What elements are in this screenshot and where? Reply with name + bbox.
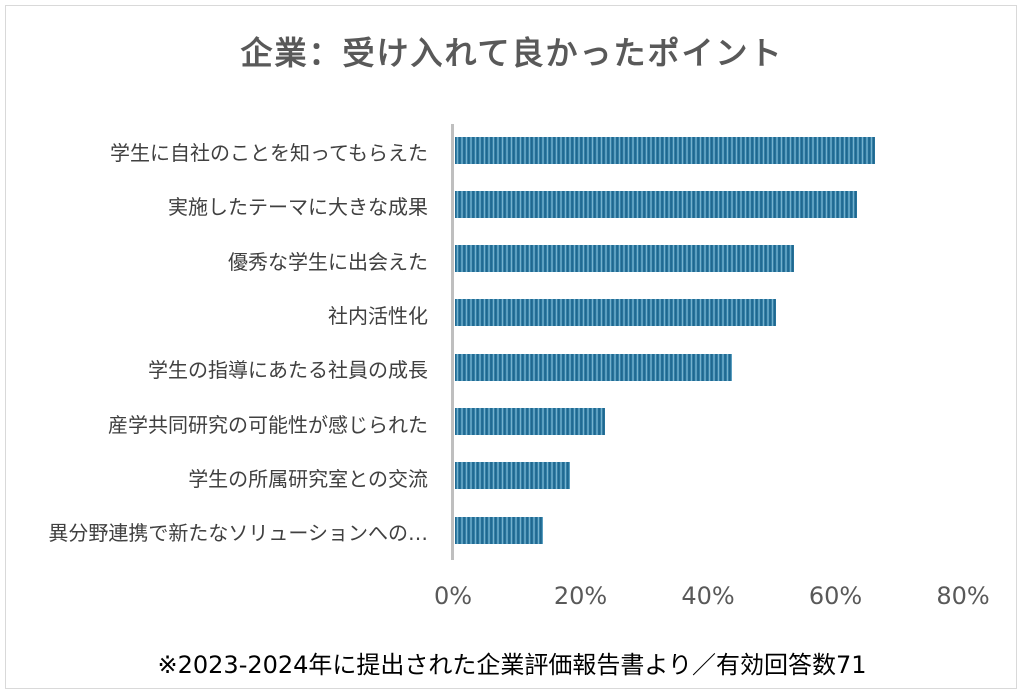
category-label: 学生の所属研究室との交流 — [188, 466, 428, 491]
x-tick-label: 80% — [936, 582, 990, 610]
bar — [455, 516, 543, 544]
footnote: ※2023-2024年に提出された企業評価報告書より／有効回答数71 — [157, 651, 867, 679]
x-tick-label: 40% — [681, 582, 735, 610]
x-tick-label: 0% — [433, 582, 473, 610]
category-label: 実施したテーマに大きな成果 — [168, 195, 428, 220]
y-axis-line — [451, 124, 454, 560]
bar — [455, 462, 570, 490]
category-label: 社内活性化 — [328, 303, 428, 328]
bar — [455, 190, 858, 218]
category-label: 学生に自社のことを知ってもらえた — [110, 141, 428, 165]
bar — [455, 136, 876, 164]
bar — [455, 353, 732, 381]
category-label: 学生の指導にあたる社員の成長 — [148, 358, 428, 383]
chart-frame — [5, 5, 1017, 689]
chart-title: 企業：受け入れて良かったポイント — [240, 34, 784, 72]
bar — [455, 245, 795, 273]
category-label: 優秀な学生に出会えた — [228, 249, 428, 274]
x-tick-label: 20% — [553, 582, 608, 610]
bar — [455, 299, 777, 327]
category-label: 産学共同研究の可能性が感じられた — [108, 412, 428, 437]
bar — [455, 408, 606, 435]
category-label: 異分野連携で新たなソリューションへの… — [48, 521, 428, 546]
x-tick-label: 60% — [808, 582, 863, 610]
